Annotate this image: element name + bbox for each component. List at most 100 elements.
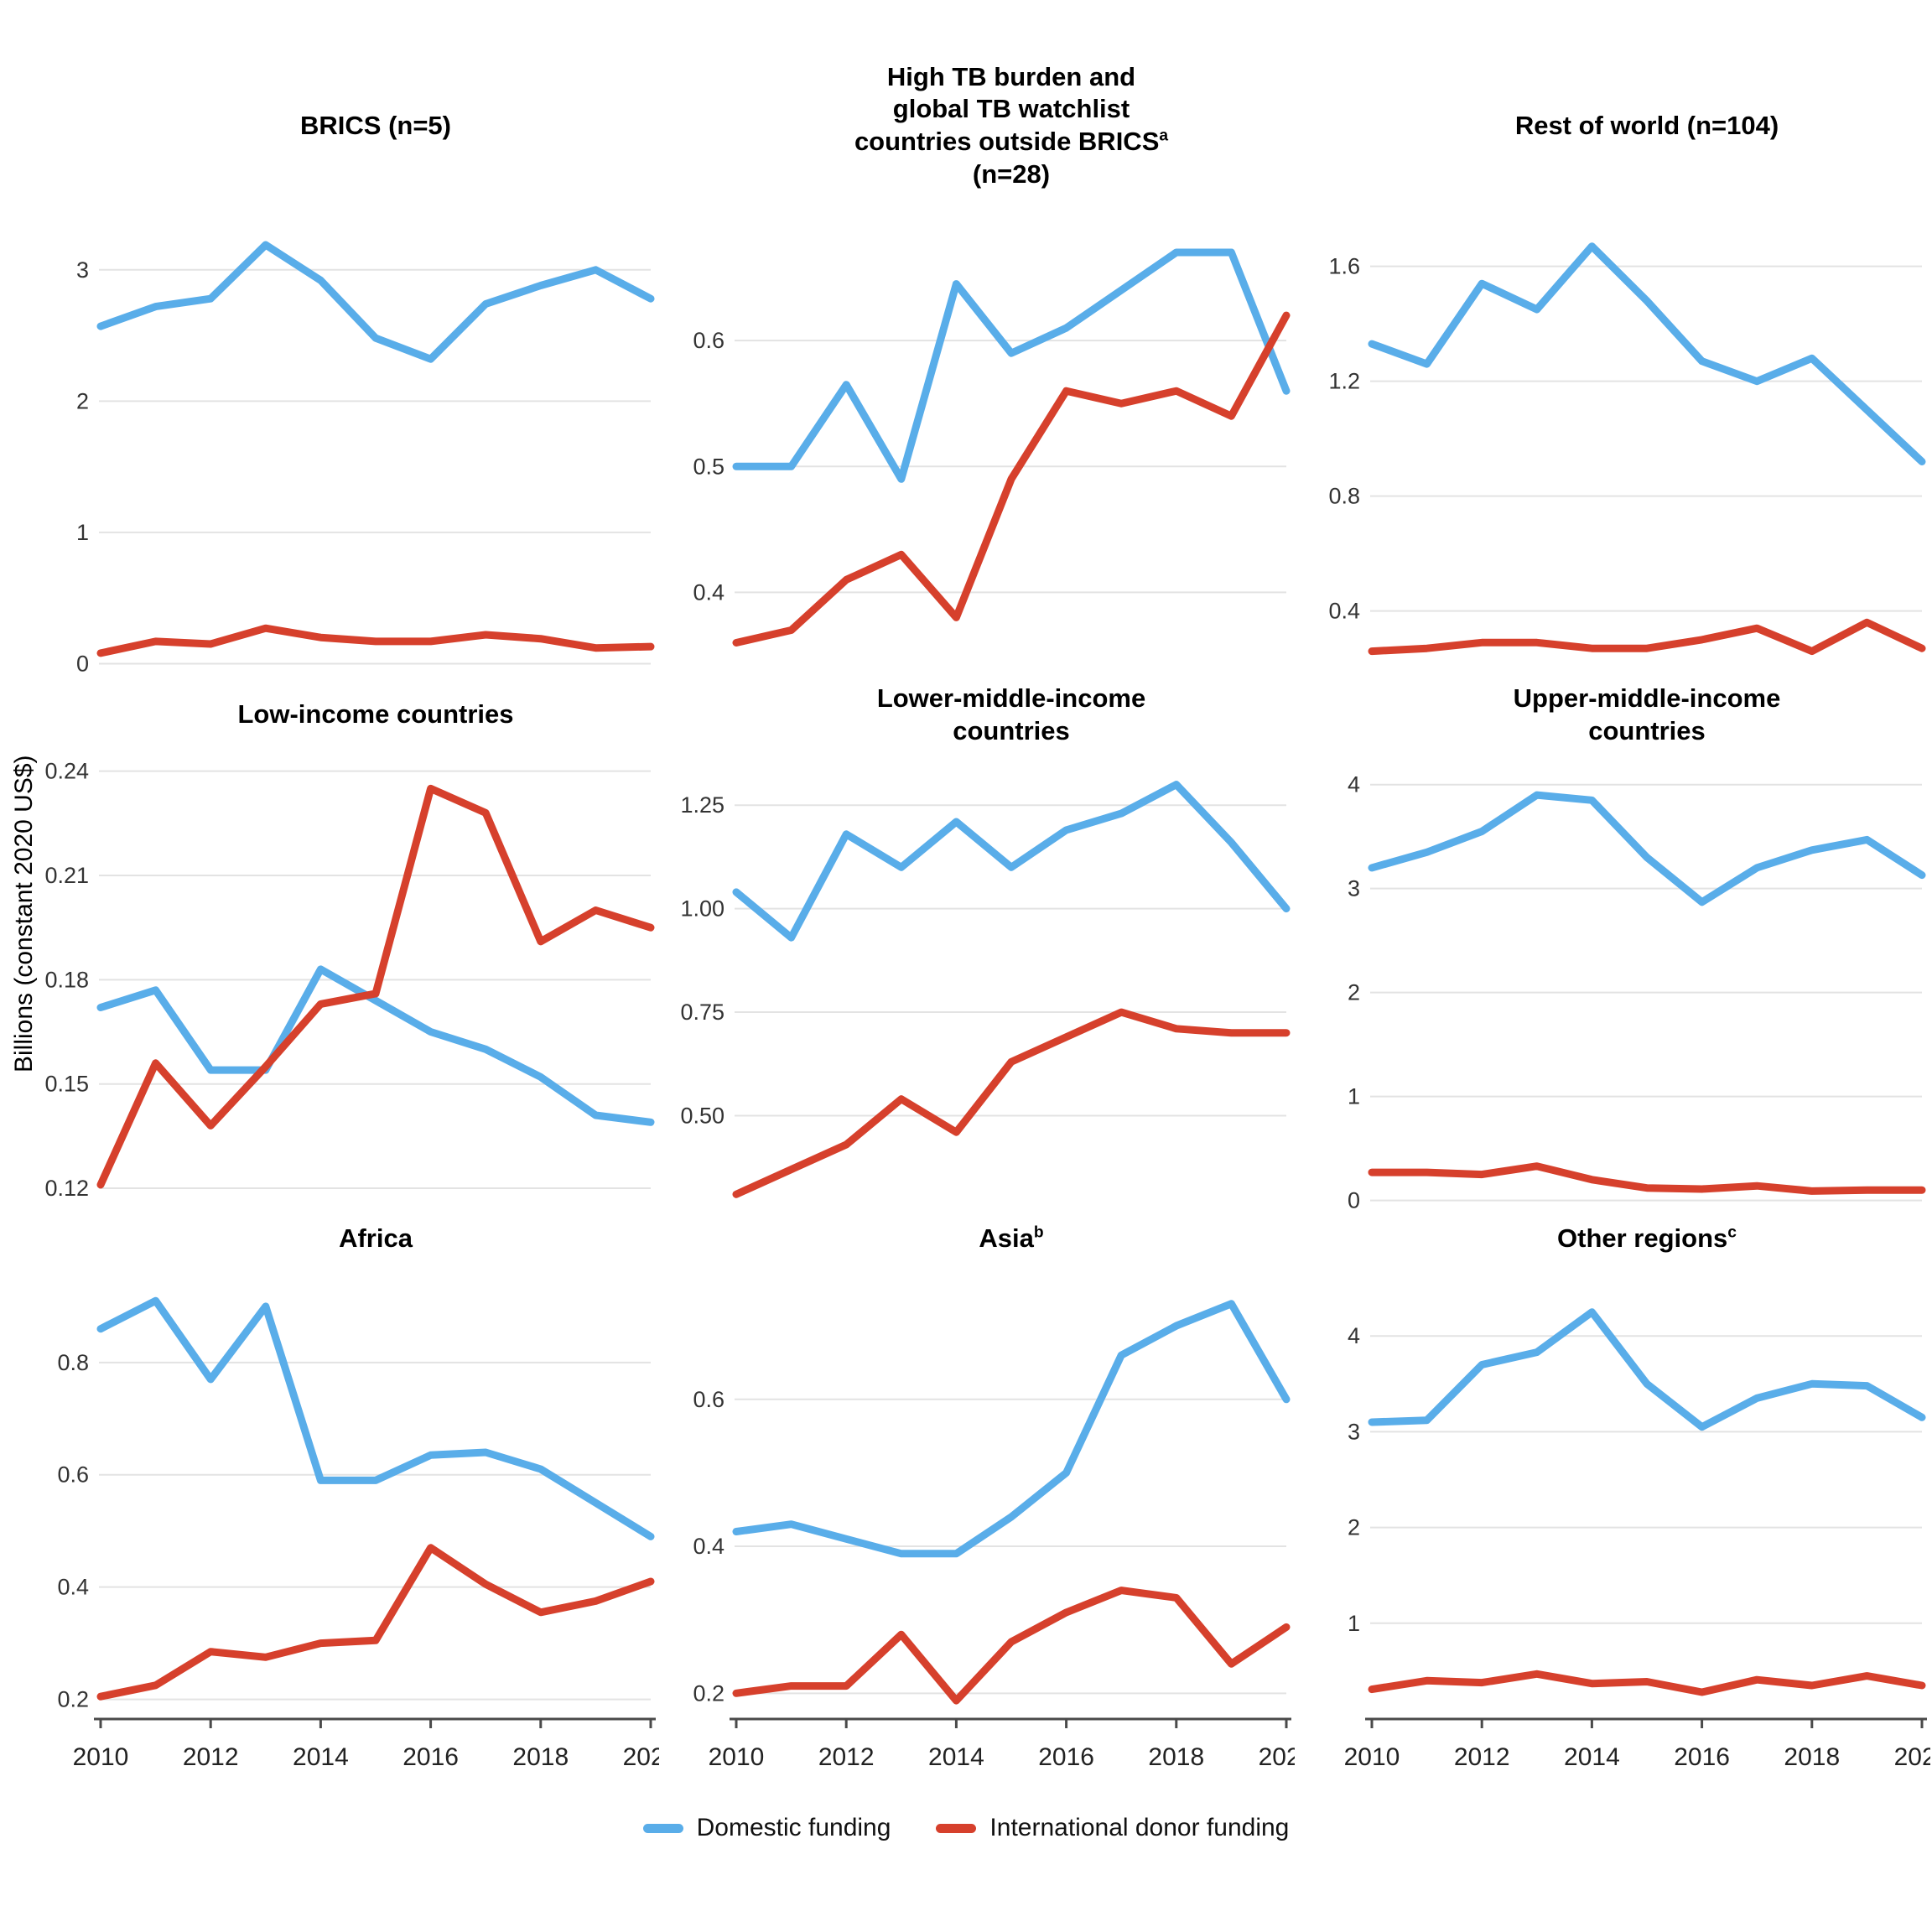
domestic-funding-line <box>1368 1308 1926 1431</box>
panel-title: Low-income countries <box>101 679 651 750</box>
y-tick-label: 0.24 <box>44 759 89 784</box>
panel-title: Africa <box>101 1216 651 1262</box>
donor-funding-line <box>732 311 1291 647</box>
lower-middle-income-chart: 0.50 0.75 1.00 1.25 <box>680 781 1291 1198</box>
y-tick-label: 0.2 <box>57 1687 89 1712</box>
y-tick-label: 3 <box>76 257 89 283</box>
panel-title-line: Other regionsc <box>1557 1223 1737 1254</box>
donor-funding-line <box>96 1544 655 1701</box>
y-tick-label: 1.6 <box>1328 254 1360 279</box>
y-tick-label: 2 <box>76 388 89 413</box>
x-tick-label: 2014 <box>293 1743 349 1771</box>
x-tick-label: 2014 <box>928 1743 984 1771</box>
y-tick-label: 1.2 <box>1328 369 1360 394</box>
y-tick-label: 0.12 <box>44 1176 89 1201</box>
y-tick-label: 1 <box>1348 1084 1360 1109</box>
y-tick-label: 0.75 <box>680 1000 724 1025</box>
legend-swatch-donor-icon <box>936 1823 977 1833</box>
donor-funding-line <box>1368 1670 1926 1696</box>
x-tick-label: 2016 <box>1674 1743 1730 1771</box>
panel-title-line: countries outside BRICSa <box>854 127 1169 156</box>
y-tick-label: 0.18 <box>44 967 89 992</box>
x-tick-label: 2020 <box>1259 1743 1295 1771</box>
legend-item-domestic: Domestic funding <box>642 1814 891 1842</box>
x-tick-label: 2010 <box>709 1743 765 1771</box>
panel-title-line: global TB watchlist <box>892 94 1130 124</box>
y-tick-label: 0.4 <box>693 579 724 605</box>
y-tick-label: 2 <box>1348 980 1360 1005</box>
legend-label-donor: International donor funding <box>989 1814 1290 1841</box>
y-tick-label: 0.50 <box>680 1103 724 1128</box>
y-tick-label: 0.6 <box>693 1387 724 1412</box>
y-tick-label: 1 <box>76 520 89 545</box>
low-income-chart: 0.12 0.15 0.18 0.21 0.24 <box>44 759 655 1201</box>
panel-title-line: BRICS (n=5) <box>300 110 451 140</box>
panel-title-line: countries <box>953 715 1070 745</box>
brics-chart: 0 1 2 3 <box>76 241 655 676</box>
panel-title-line: Lower-middle-income <box>876 683 1146 713</box>
y-tick-label: 0.4 <box>57 1575 89 1600</box>
domestic-funding-line <box>732 248 1291 483</box>
panel-title-line: Rest of world (n=104) <box>1514 110 1779 140</box>
high-tb-watchlist-chart: 0.4 0.5 0.6 <box>693 248 1291 647</box>
y-tick-label: 0.4 <box>1328 599 1360 624</box>
asia-chart: 0.2 0.4 0.6 2010 2012 2014 2016 2018 2020 <box>693 1300 1295 1771</box>
panel-title-line: Low-income countries <box>237 699 514 730</box>
x-tick-label: 2020 <box>623 1743 659 1771</box>
y-tick-label: 4 <box>1348 772 1360 797</box>
panel-high-tb-watchlist: High TB burden and global TB watchlist cou… <box>659 42 1295 679</box>
y-tick-label: 0.2 <box>693 1680 724 1706</box>
y-tick-label: 1.25 <box>680 792 724 818</box>
rest-of-world-chart: 0.4 0.8 1.2 1.6 <box>1328 242 1926 656</box>
y-tick-label: 0 <box>1348 1188 1360 1213</box>
panel-rest-of-world: Rest of world (n=104) 0.4 0.8 1.2 1.6 <box>1295 42 1930 679</box>
legend-item-donor: International donor funding <box>936 1814 1289 1842</box>
legend-label-domestic: Domestic funding <box>696 1814 891 1841</box>
domestic-funding-line <box>732 781 1291 942</box>
x-tick-label: 2018 <box>512 1743 569 1771</box>
title-superscript: c <box>1727 1223 1737 1242</box>
panel-africa: Africa 0.2 0.4 0.6 0.8 2010 2012 2014 2016 2018 2… <box>23 1216 659 1786</box>
domestic-funding-line <box>96 1296 655 1540</box>
title-superscript: a <box>1159 127 1169 145</box>
y-tick-label: 0.8 <box>1328 484 1360 509</box>
domestic-funding-line <box>732 1300 1291 1558</box>
y-tick-label: 0.4 <box>693 1534 724 1559</box>
y-tick-label: 0 <box>76 651 89 676</box>
donor-funding-line <box>732 1587 1291 1705</box>
y-tick-label: 1 <box>1348 1611 1360 1636</box>
panel-title-line: (n=28) <box>972 158 1051 189</box>
panel-title: Lower-middle-income countries <box>736 679 1286 750</box>
x-tick-label: 2010 <box>1344 1743 1400 1771</box>
other-regions-chart: 1 2 3 4 2010 2012 2014 2016 2018 2020 <box>1344 1308 1930 1771</box>
panel-low-income: Low-income countries 0.12 0.15 0.18 0.21 0.2… <box>23 679 659 1216</box>
x-tick-label: 2018 <box>1148 1743 1204 1771</box>
panel-title-line: countries <box>1588 715 1706 745</box>
panel-upper-middle-income: Upper-middle-income countries 0 1 2 3 4 <box>1295 679 1930 1216</box>
legend-swatch-domestic-icon <box>642 1823 683 1833</box>
chart-grid: BRICS (n=5) 0 1 2 3 High TB burden and globa… <box>23 42 1930 1786</box>
domestic-funding-line <box>1368 242 1926 465</box>
y-tick-label: 3 <box>1348 1419 1360 1444</box>
africa-chart: 0.2 0.4 0.6 0.8 2010 2012 2014 2016 2018 2020 <box>57 1296 659 1771</box>
panel-title: Upper-middle-income countries <box>1372 679 1922 750</box>
panel-title: High TB burden and global TB watchlist cou… <box>736 42 1286 210</box>
y-tick-label: 0.6 <box>57 1462 89 1488</box>
x-tick-label: 2018 <box>1784 1743 1840 1771</box>
panel-title-line: Africa <box>339 1223 413 1254</box>
x-tick-label: 2012 <box>818 1743 875 1771</box>
panel-title: BRICS (n=5) <box>101 42 651 210</box>
panel-title-line: High TB burden and <box>886 61 1136 91</box>
y-tick-label: 0.6 <box>693 328 724 353</box>
domestic-funding-line <box>96 965 655 1126</box>
legend: Domestic funding International donor fun… <box>0 1814 1932 1842</box>
x-tick-label: 2010 <box>73 1743 129 1771</box>
x-tick-label: 2012 <box>1454 1743 1510 1771</box>
panel-title: Asiab <box>736 1216 1286 1262</box>
panel-brics: BRICS (n=5) 0 1 2 3 <box>23 42 659 679</box>
donor-funding-line <box>732 1008 1291 1198</box>
x-tick-label: 2016 <box>1038 1743 1094 1771</box>
y-tick-label: 2 <box>1348 1515 1360 1540</box>
x-tick-label: 2012 <box>183 1743 239 1771</box>
